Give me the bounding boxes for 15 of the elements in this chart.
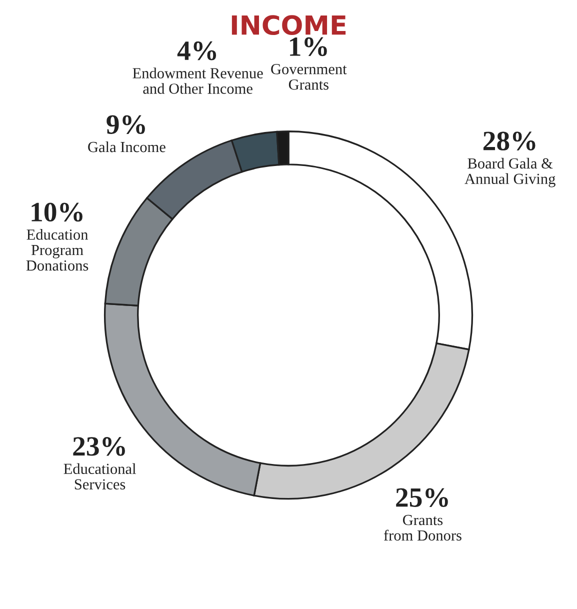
- chart-title: INCOME: [232, 15, 346, 36]
- slice-label: Gala Income: [88, 141, 166, 152]
- slice-label: Endowment Revenue and Other Income: [132, 68, 263, 94]
- slice-label: Educational Services: [64, 463, 136, 490]
- data-label: 10%: [32, 202, 82, 222]
- slice-label: Board Gala & Annual Giving: [464, 158, 556, 188]
- data-label: 4%: [177, 41, 216, 60]
- data-label: 25%: [396, 488, 448, 508]
- data-label: 9%: [106, 115, 145, 134]
- slice-label: Grants from Donors: [384, 514, 462, 541]
- slice-label: Government Grants: [271, 64, 347, 90]
- data-label: 1%: [290, 37, 327, 56]
- data-label: 28%: [483, 132, 536, 150]
- data-label: 23%: [73, 437, 125, 456]
- slice-label: Education Program Donations: [26, 229, 88, 271]
